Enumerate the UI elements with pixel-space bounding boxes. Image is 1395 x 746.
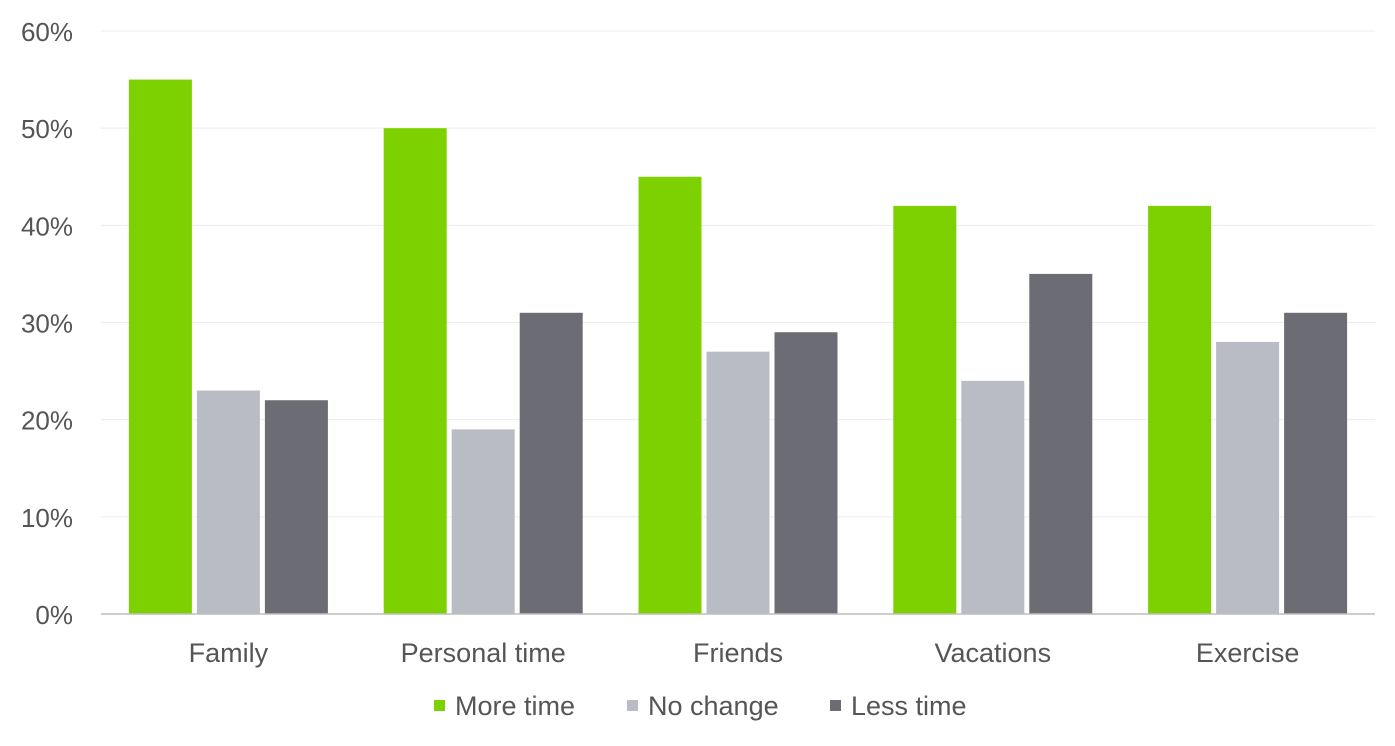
legend-swatch: [830, 700, 841, 711]
y-tick-label: 30%: [21, 309, 73, 339]
y-axis-tick-labels: 0% 10% 20% 30% 40% 50% 60%: [21, 17, 73, 630]
bar-less-time-personal-time: [519, 312, 583, 614]
legend-label: Less time: [851, 691, 967, 721]
y-tick-label: 0%: [35, 600, 73, 630]
bar-no-change-exercise: [1216, 341, 1280, 614]
bar-more-time-personal-time: [383, 128, 447, 614]
x-axis-category-labels: Family Personal time Friends Vacations Exerc…: [189, 638, 1300, 668]
bar-less-time-family: [264, 400, 328, 614]
legend-swatch: [434, 700, 445, 711]
bar-no-change-personal-time: [451, 429, 515, 614]
y-tick-label: 20%: [21, 406, 73, 436]
bar-more-time-vacations: [893, 205, 957, 614]
y-tick-label: 60%: [21, 17, 73, 47]
bar-more-time-exercise: [1148, 205, 1212, 614]
bar-more-time-friends: [638, 176, 702, 614]
x-category-label: Personal time: [401, 638, 566, 668]
bars: [128, 79, 1348, 615]
bar-no-change-vacations: [961, 380, 1025, 614]
y-tick-label: 50%: [21, 114, 73, 144]
legend: More time No change Less time: [434, 691, 967, 721]
bar-less-time-friends: [774, 332, 838, 614]
bar-less-time-exercise: [1284, 312, 1348, 614]
x-category-label: Vacations: [935, 638, 1052, 668]
x-category-label: Exercise: [1196, 638, 1300, 668]
legend-swatch: [627, 700, 638, 711]
x-category-label: Friends: [693, 638, 783, 668]
y-tick-label: 10%: [21, 503, 73, 533]
y-tick-label: 40%: [21, 211, 73, 241]
legend-label: More time: [455, 691, 575, 721]
legend-label: No change: [648, 691, 779, 721]
bar-less-time-vacations: [1029, 273, 1093, 614]
x-category-label: Family: [189, 638, 269, 668]
bar-no-change-friends: [706, 351, 770, 614]
bar-more-time-family: [128, 79, 192, 615]
bar-no-change-family: [196, 390, 260, 614]
